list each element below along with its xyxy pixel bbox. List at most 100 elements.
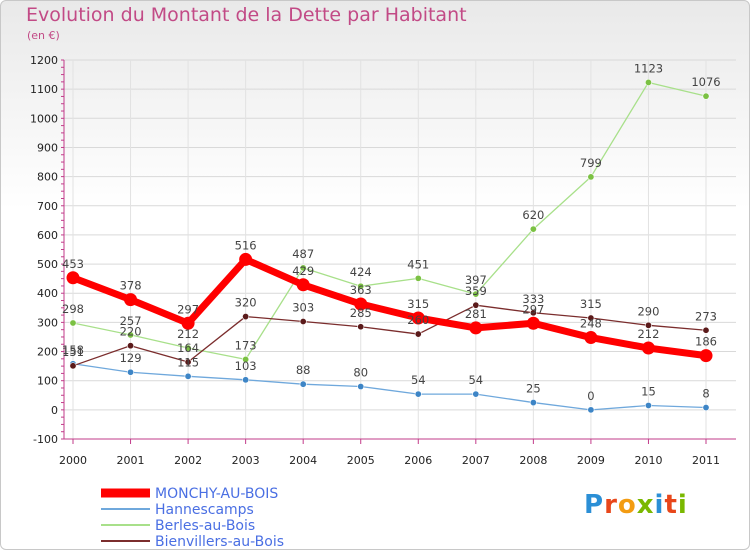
y-tick-label: 400 [37, 287, 58, 300]
data-label: 333 [522, 292, 544, 306]
legend-label-2: Berles-au-Bois [155, 518, 255, 534]
data-point [472, 301, 480, 309]
data-point [414, 274, 422, 282]
unit-label: (en €) [27, 29, 60, 42]
data-label: 281 [465, 307, 487, 321]
data-point [702, 404, 710, 412]
y-tick-label: -100 [33, 433, 58, 446]
x-tick-label: 2009 [577, 454, 605, 467]
data-label: 363 [350, 283, 372, 297]
data-point [242, 313, 250, 321]
data-point [184, 372, 192, 380]
y-tick-label: 700 [37, 200, 58, 213]
data-point [644, 78, 652, 86]
data-label: 0 [587, 389, 594, 403]
y-tick-label: 1000 [30, 112, 58, 125]
x-tick-label: 2010 [634, 454, 662, 467]
x-tick-label: 2004 [289, 454, 317, 467]
data-label: 164 [177, 341, 199, 355]
data-point [239, 252, 253, 266]
series-line-1 [72, 363, 707, 411]
data-label: 273 [695, 309, 717, 323]
data-point [181, 316, 195, 330]
data-point [357, 383, 365, 391]
data-point [299, 264, 307, 272]
y-tick-label: 100 [37, 375, 58, 388]
data-label: 303 [292, 301, 314, 315]
data-point [184, 358, 192, 366]
data-point [472, 290, 480, 298]
data-label: 297 [177, 302, 199, 316]
data-point [242, 355, 250, 363]
series-layer [66, 78, 713, 414]
y-tick-label: 800 [37, 171, 58, 184]
data-point [299, 318, 307, 326]
data-point [587, 314, 595, 322]
data-point [529, 309, 537, 317]
data-point [702, 92, 710, 100]
data-point [644, 321, 652, 329]
data-label: 424 [350, 265, 372, 279]
data-label: 80 [353, 366, 368, 380]
data-label: 799 [580, 156, 602, 170]
data-point [469, 321, 483, 335]
data-label: 297 [522, 302, 544, 316]
data-label: 378 [120, 279, 142, 293]
logo-letter: t [664, 490, 678, 520]
data-label: 487 [292, 247, 314, 261]
x-tick-label: 2006 [404, 454, 432, 467]
chart-title: Evolution du Montant de la Dette par Hab… [26, 4, 467, 26]
data-label: 516 [235, 238, 257, 252]
data-point [124, 293, 138, 307]
x-tick-label: 2005 [347, 454, 375, 467]
y-tick-label: 0 [51, 404, 58, 417]
y-tick-label: 1200 [30, 54, 58, 67]
data-label: 315 [407, 297, 429, 311]
logo-letter: i [654, 490, 665, 520]
data-label: 151 [62, 345, 84, 359]
data-point [472, 390, 480, 398]
y-tick-label: 900 [37, 141, 58, 154]
legend-label-3: Bienvillers-au-Bois [155, 534, 284, 550]
data-label: 453 [62, 257, 84, 271]
data-label: 115 [177, 355, 199, 369]
data-point [529, 399, 537, 407]
data-point [702, 326, 710, 334]
logo-letter: x [636, 490, 655, 520]
data-point [69, 362, 77, 370]
data-point [587, 173, 595, 181]
x-tick-label: 2003 [232, 454, 260, 467]
data-point [414, 390, 422, 398]
data-label: 248 [580, 317, 602, 331]
y-tick-label: 1100 [30, 83, 58, 96]
logo-letter: r [604, 490, 618, 520]
data-label: 1076 [691, 75, 720, 89]
data-point [354, 297, 368, 311]
data-point [127, 368, 135, 376]
data-label: 54 [411, 373, 426, 387]
data-label: 8 [702, 387, 709, 401]
series-line-3 [72, 304, 707, 367]
data-point [644, 401, 652, 409]
data-label: 285 [350, 306, 372, 320]
y-tick-label: 600 [37, 229, 58, 242]
data-point [127, 331, 135, 339]
logo-letter: i [677, 490, 688, 520]
legend-label-1: Hannescamps [155, 502, 254, 518]
legend: MONCHY-AU-BOISHannescampsBerles-au-BoisB… [101, 486, 284, 550]
data-label: 260 [407, 313, 429, 327]
data-point [699, 349, 713, 363]
data-label: 359 [465, 284, 487, 298]
y-tick-label: 500 [37, 258, 58, 271]
data-point [184, 344, 192, 352]
data-label: 25 [526, 382, 541, 396]
axes: -100010020030040050060070080090010001100… [30, 54, 736, 467]
data-label: 54 [468, 373, 483, 387]
data-point [641, 341, 655, 355]
data-point [66, 271, 80, 285]
series-line-2 [72, 81, 707, 361]
data-label: 158 [62, 343, 84, 357]
